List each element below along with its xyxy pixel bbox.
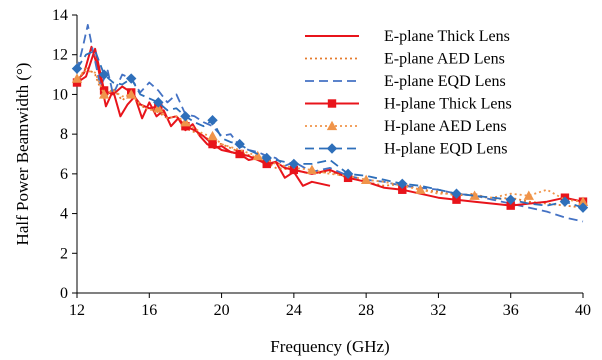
x-tick-label: 36 — [503, 302, 519, 319]
x-tick-label: 28 — [358, 302, 374, 319]
series-line — [76, 23, 584, 223]
y-axis-label: Half Power Beamwidth (°) — [13, 63, 32, 246]
legend: E-plane Thick Lens E-plane AED Lens E-plan… — [305, 28, 512, 158]
data-point — [180, 117, 191, 127]
legend-label: H-plane Thick Lens — [384, 96, 512, 113]
legend-label: H-plane EQD Lens — [384, 141, 508, 158]
y-tick-label: 4 — [60, 206, 68, 223]
legend-label: E-plane AED Lens — [384, 51, 505, 68]
x-tick-label: 12 — [69, 302, 85, 319]
series-6 — [71, 49, 589, 213]
x-tick-label: 40 — [575, 302, 591, 319]
data-point — [360, 174, 372, 184]
x-tick-label: 32 — [430, 302, 446, 319]
data-point — [207, 115, 218, 126]
data-point — [506, 201, 515, 210]
data-point — [577, 196, 589, 206]
data-point — [235, 149, 244, 159]
legend-marker — [327, 99, 337, 108]
data-point — [252, 150, 263, 161]
data-point — [261, 152, 272, 164]
data-point — [262, 159, 271, 169]
series-line — [76, 49, 584, 209]
legend-label: E-plane Thick Lens — [384, 28, 510, 45]
series-2 — [76, 65, 584, 209]
x-tick-label: 16 — [141, 302, 157, 319]
data-point — [342, 168, 354, 180]
data-point — [98, 69, 110, 80]
data-point — [559, 196, 571, 207]
series-layer — [71, 23, 589, 223]
data-point — [505, 194, 516, 205]
x-tick-label: 24 — [286, 302, 302, 319]
series-3 — [76, 23, 584, 223]
series-5 — [71, 69, 589, 206]
data-point — [523, 190, 534, 200]
y-tick-label: 2 — [60, 245, 68, 262]
legend-label: E-plane EQD Lens — [384, 73, 506, 90]
series-line — [76, 69, 584, 203]
data-point — [71, 73, 83, 83]
data-point — [397, 178, 408, 189]
data-point — [153, 97, 164, 108]
data-point — [126, 73, 137, 84]
y-tick-label: 0 — [60, 285, 68, 302]
data-point — [207, 130, 218, 141]
data-point — [398, 185, 407, 194]
y-tick-label: 8 — [60, 126, 68, 143]
legend-marker — [326, 143, 338, 154]
legend-label: H-plane AED Lens — [384, 118, 507, 135]
data-point — [208, 139, 217, 149]
data-point — [153, 103, 164, 113]
data-point — [451, 188, 462, 199]
series-line — [76, 45, 331, 187]
data-point — [98, 89, 110, 99]
y-tick-label: 12 — [52, 47, 68, 64]
legend-marker — [326, 120, 338, 131]
data-point — [71, 63, 83, 74]
y-tick-label: 14 — [52, 7, 68, 24]
data-point — [126, 89, 137, 99]
data-point — [180, 111, 191, 122]
series-line — [76, 65, 584, 209]
series-1 — [76, 45, 331, 187]
data-point — [469, 190, 480, 200]
data-point — [415, 184, 426, 194]
x-tick-label: 20 — [214, 302, 230, 319]
data-point — [577, 202, 589, 213]
data-point — [306, 164, 318, 175]
data-point — [288, 158, 300, 170]
data-point — [452, 195, 461, 204]
data-point — [234, 138, 245, 150]
x-axis-label: Frequency (GHz) — [270, 337, 389, 356]
y-tick-label: 6 — [60, 166, 68, 183]
data-point — [289, 165, 299, 175]
y-tick-label: 10 — [52, 86, 68, 103]
